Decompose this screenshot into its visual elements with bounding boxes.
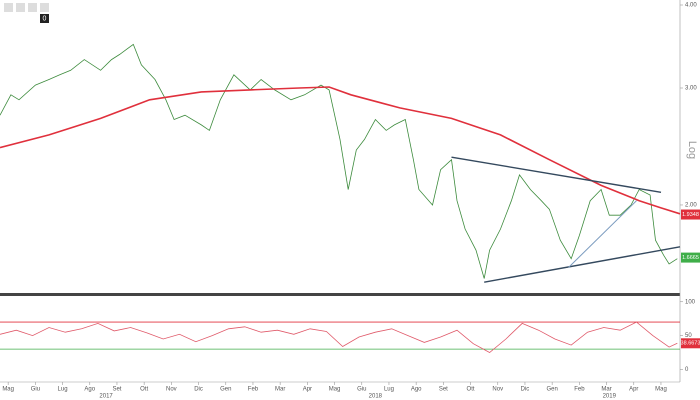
x-tick-label: Ago	[84, 387, 95, 393]
y-tick-label: 3.00	[685, 86, 697, 92]
x-tick-label: Feb	[574, 387, 585, 393]
x-tick-label: Mar	[601, 387, 611, 393]
x-tick-label: Set	[439, 387, 448, 393]
tool-button[interactable]	[4, 3, 13, 12]
series-line	[484, 246, 681, 283]
value-marker-label: 38.6673	[681, 341, 700, 347]
x-tick-label: Nov	[492, 387, 503, 393]
y-tick-label: 4.00	[685, 3, 697, 9]
x-tick-label: Mag	[655, 387, 667, 393]
y-tick-label: 2.00	[685, 203, 697, 209]
badge-text: 0	[43, 15, 47, 22]
x-tick-label: Nov	[166, 387, 177, 393]
series-line	[0, 321, 678, 353]
x-tick-label: Gen	[220, 387, 231, 393]
toolbar: 0	[4, 3, 49, 23]
x-tick-label: Feb	[248, 387, 259, 393]
x-tick-label: Ago	[411, 387, 422, 393]
value-marker-label: 1.6665	[682, 255, 699, 261]
x-tick-label: Apr	[303, 387, 312, 393]
tool-button[interactable]	[28, 3, 37, 12]
x-tick-label: Mag	[2, 387, 14, 393]
tool-button[interactable]	[40, 3, 49, 12]
year-label: 2017	[99, 394, 113, 400]
x-tick-label: Lug	[58, 387, 68, 393]
value-marker	[681, 209, 700, 220]
series-line	[0, 86, 681, 215]
x-tick-label: Set	[112, 387, 121, 393]
series-line	[568, 200, 637, 268]
series-line	[0, 43, 678, 279]
year-label: 2018	[369, 394, 383, 400]
value-marker	[681, 338, 700, 349]
scale-label: Log	[686, 141, 698, 159]
x-tick-label: Lug	[384, 387, 394, 393]
x-tick-label: Gen	[546, 387, 557, 393]
x-tick-label: Dic	[194, 387, 203, 393]
value-marker-label: 1.9348	[682, 212, 699, 218]
x-tick-label: Giu	[31, 387, 40, 393]
y-tick-label: 50	[685, 333, 692, 339]
badge[interactable]	[40, 14, 49, 23]
x-tick-label: Ott	[467, 387, 475, 393]
year-label: 2019	[603, 394, 617, 400]
x-tick-label: Apr	[629, 387, 638, 393]
panel-separator	[0, 293, 680, 296]
x-tick-label: Mar	[275, 387, 285, 393]
x-tick-label: Giu	[357, 387, 366, 393]
x-tick-label: Mag	[329, 387, 341, 393]
y-tick-label: 100	[685, 299, 696, 305]
tool-button[interactable]	[16, 3, 25, 12]
y-tick-label: 0	[685, 367, 689, 373]
x-tick-label: Dic	[521, 387, 530, 393]
value-marker	[681, 252, 700, 263]
x-tick-label: Ott	[140, 387, 148, 393]
series-line	[451, 156, 662, 193]
